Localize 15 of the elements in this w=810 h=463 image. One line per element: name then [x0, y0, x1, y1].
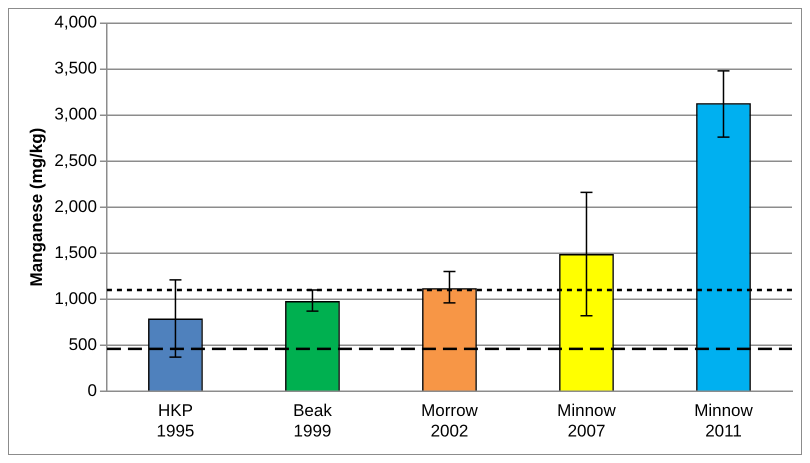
y-axis-title: Manganese (mg/kg) [26, 128, 46, 286]
y-tick-label: 4,000 [54, 12, 97, 32]
y-tick-label: 2,000 [54, 196, 97, 216]
y-tick-label: 3,000 [54, 104, 97, 124]
y-tick-label: 2,500 [54, 150, 97, 170]
y-tick-label: 1,000 [54, 288, 97, 308]
y-tick-label: 500 [68, 334, 97, 354]
x-tick-label: Minnow 2007 [557, 401, 616, 440]
y-tick-label: 3,500 [54, 58, 97, 78]
y-tick-label: 0 [87, 380, 97, 400]
x-tick-label: Beak 1999 [293, 401, 332, 440]
x-tick-label: HKP 1995 [156, 401, 194, 440]
x-tick-label: Morrow 2002 [421, 401, 479, 440]
y-tick-label: 1,500 [54, 242, 97, 262]
x-tick-label: Minnow 2011 [694, 401, 754, 440]
